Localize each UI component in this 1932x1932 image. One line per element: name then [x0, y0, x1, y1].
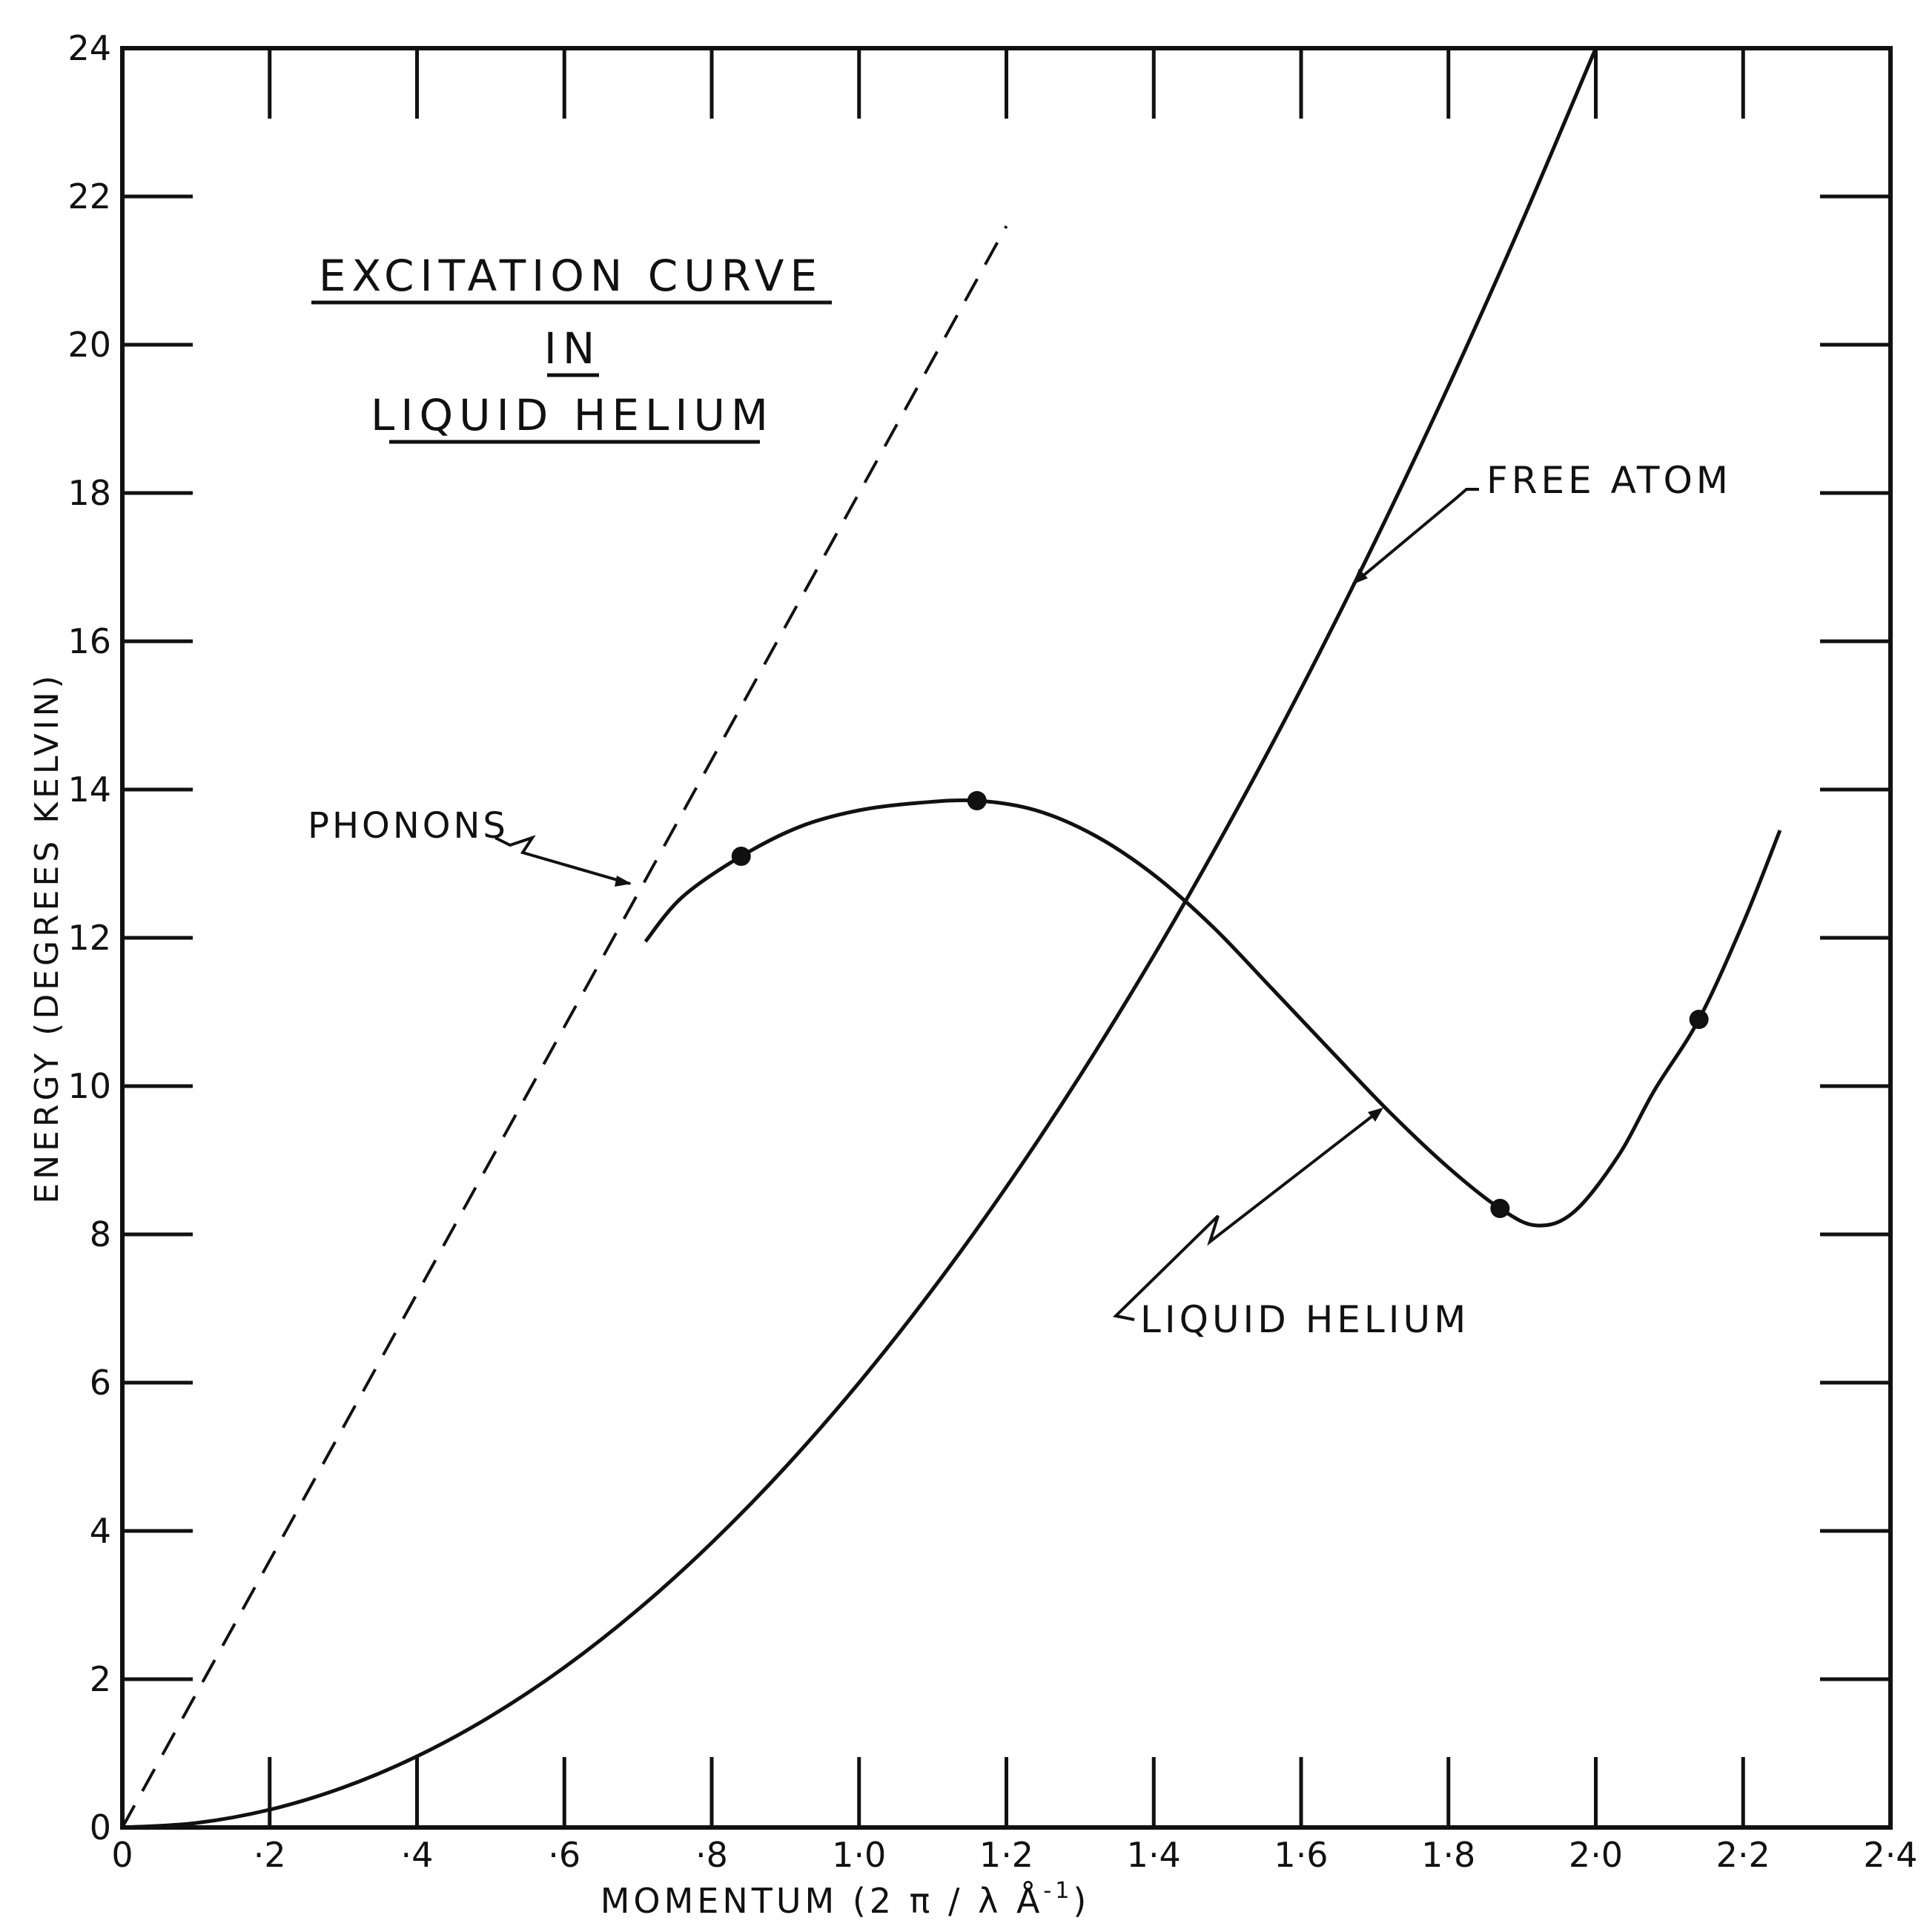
annotation-phonons: PHONONS: [308, 805, 632, 887]
title-line-1: EXCITATION CURVE: [319, 251, 823, 301]
y-tick-label: 18: [67, 473, 111, 513]
x-tick-label: 1·8: [1421, 1835, 1475, 1875]
data-point: [1689, 1010, 1709, 1029]
annotation-phonons-label: PHONONS: [308, 805, 509, 847]
y-tick-label: 20: [67, 325, 111, 365]
x-axis-label-superscript: -1: [1043, 1878, 1073, 1904]
svg-text:MOMENTUM (2 π / λ Å-1): MOMENTUM (2 π / λ Å-1): [601, 1878, 1091, 1921]
data-point: [731, 847, 751, 866]
y-tick-label: 10: [67, 1066, 111, 1106]
plot-frame: [120, 46, 1893, 1830]
x-tick-label: 0: [111, 1835, 133, 1875]
x-tick-label: 1·6: [1274, 1835, 1328, 1875]
x-tick-label: ·2: [254, 1835, 286, 1875]
liquid-helium-curve: [644, 798, 1782, 1228]
annotation-phonons-arrowhead: [615, 876, 632, 887]
x-tick-label: 1·2: [979, 1835, 1033, 1875]
annotation-free-atom: FREE ATOM: [1352, 459, 1732, 586]
tick-marks: [122, 48, 1890, 1827]
title-line-2: IN: [544, 323, 601, 374]
x-tick-label: 1·4: [1127, 1835, 1181, 1875]
x-tick-label: ·8: [695, 1835, 728, 1875]
data-point: [967, 791, 987, 810]
data-points: [731, 791, 1709, 1218]
y-tick-label: 0: [90, 1807, 111, 1847]
x-tick-label: 2·2: [1716, 1835, 1770, 1875]
x-tick-label: 2·0: [1569, 1835, 1623, 1875]
y-axis-label: ENERGY (DEGREES KELVIN): [28, 672, 66, 1203]
y-tick-label: 6: [90, 1363, 111, 1403]
annotation-free-atom-label: FREE ATOM: [1486, 459, 1732, 502]
annotation-liquid-helium-leader: [1112, 1108, 1382, 1321]
y-tick-label: 24: [67, 28, 111, 68]
y-tick-label: 12: [67, 918, 111, 958]
x-tick-label: 1·0: [832, 1835, 886, 1875]
annotation-free-atom-arrowhead: [1353, 569, 1368, 584]
annotation-liquid-helium: LIQUID HELIUM: [1112, 1108, 1469, 1341]
series-layer: [121, 47, 1782, 1830]
x-tick-labels: 0 ·2 ·4 ·6 ·8 1·0 1·2 1·4 1·6 1·8 2·0 2·2 2·4: [111, 1835, 1917, 1875]
annotation-liquid-helium-arrowhead: [1368, 1108, 1383, 1122]
annotation-free-atom-leader: [1352, 488, 1479, 586]
x-axis-label-close: ): [1073, 1881, 1090, 1921]
y-tick-label: 2: [90, 1659, 111, 1699]
phonon-line: [121, 225, 1008, 1828]
title-line-3: LIQUID HELIUM: [371, 390, 774, 440]
data-point: [1490, 1199, 1510, 1218]
y-tick-label: 14: [67, 770, 111, 810]
x-tick-label: ·6: [548, 1835, 580, 1875]
x-tick-label: ·4: [401, 1835, 434, 1875]
x-axis-label-text: MOMENTUM (2 π / λ Å: [601, 1881, 1044, 1921]
x-tick-label: 2·4: [1863, 1835, 1917, 1875]
y-tick-label: 16: [67, 621, 111, 661]
x-axis-label: MOMENTUM (2 π / λ Å-1): [601, 1878, 1091, 1921]
annotation-phonons-leader: [494, 835, 631, 885]
annotation-liquid-helium-label: LIQUID HELIUM: [1140, 1298, 1469, 1341]
y-tick-label: 22: [67, 176, 111, 216]
y-tick-label: 8: [90, 1214, 111, 1254]
free-atom-curve: [122, 47, 1598, 1830]
chart-title: EXCITATION CURVE IN LIQUID HELIUM: [311, 251, 832, 444]
y-tick-label: 4: [90, 1511, 111, 1551]
